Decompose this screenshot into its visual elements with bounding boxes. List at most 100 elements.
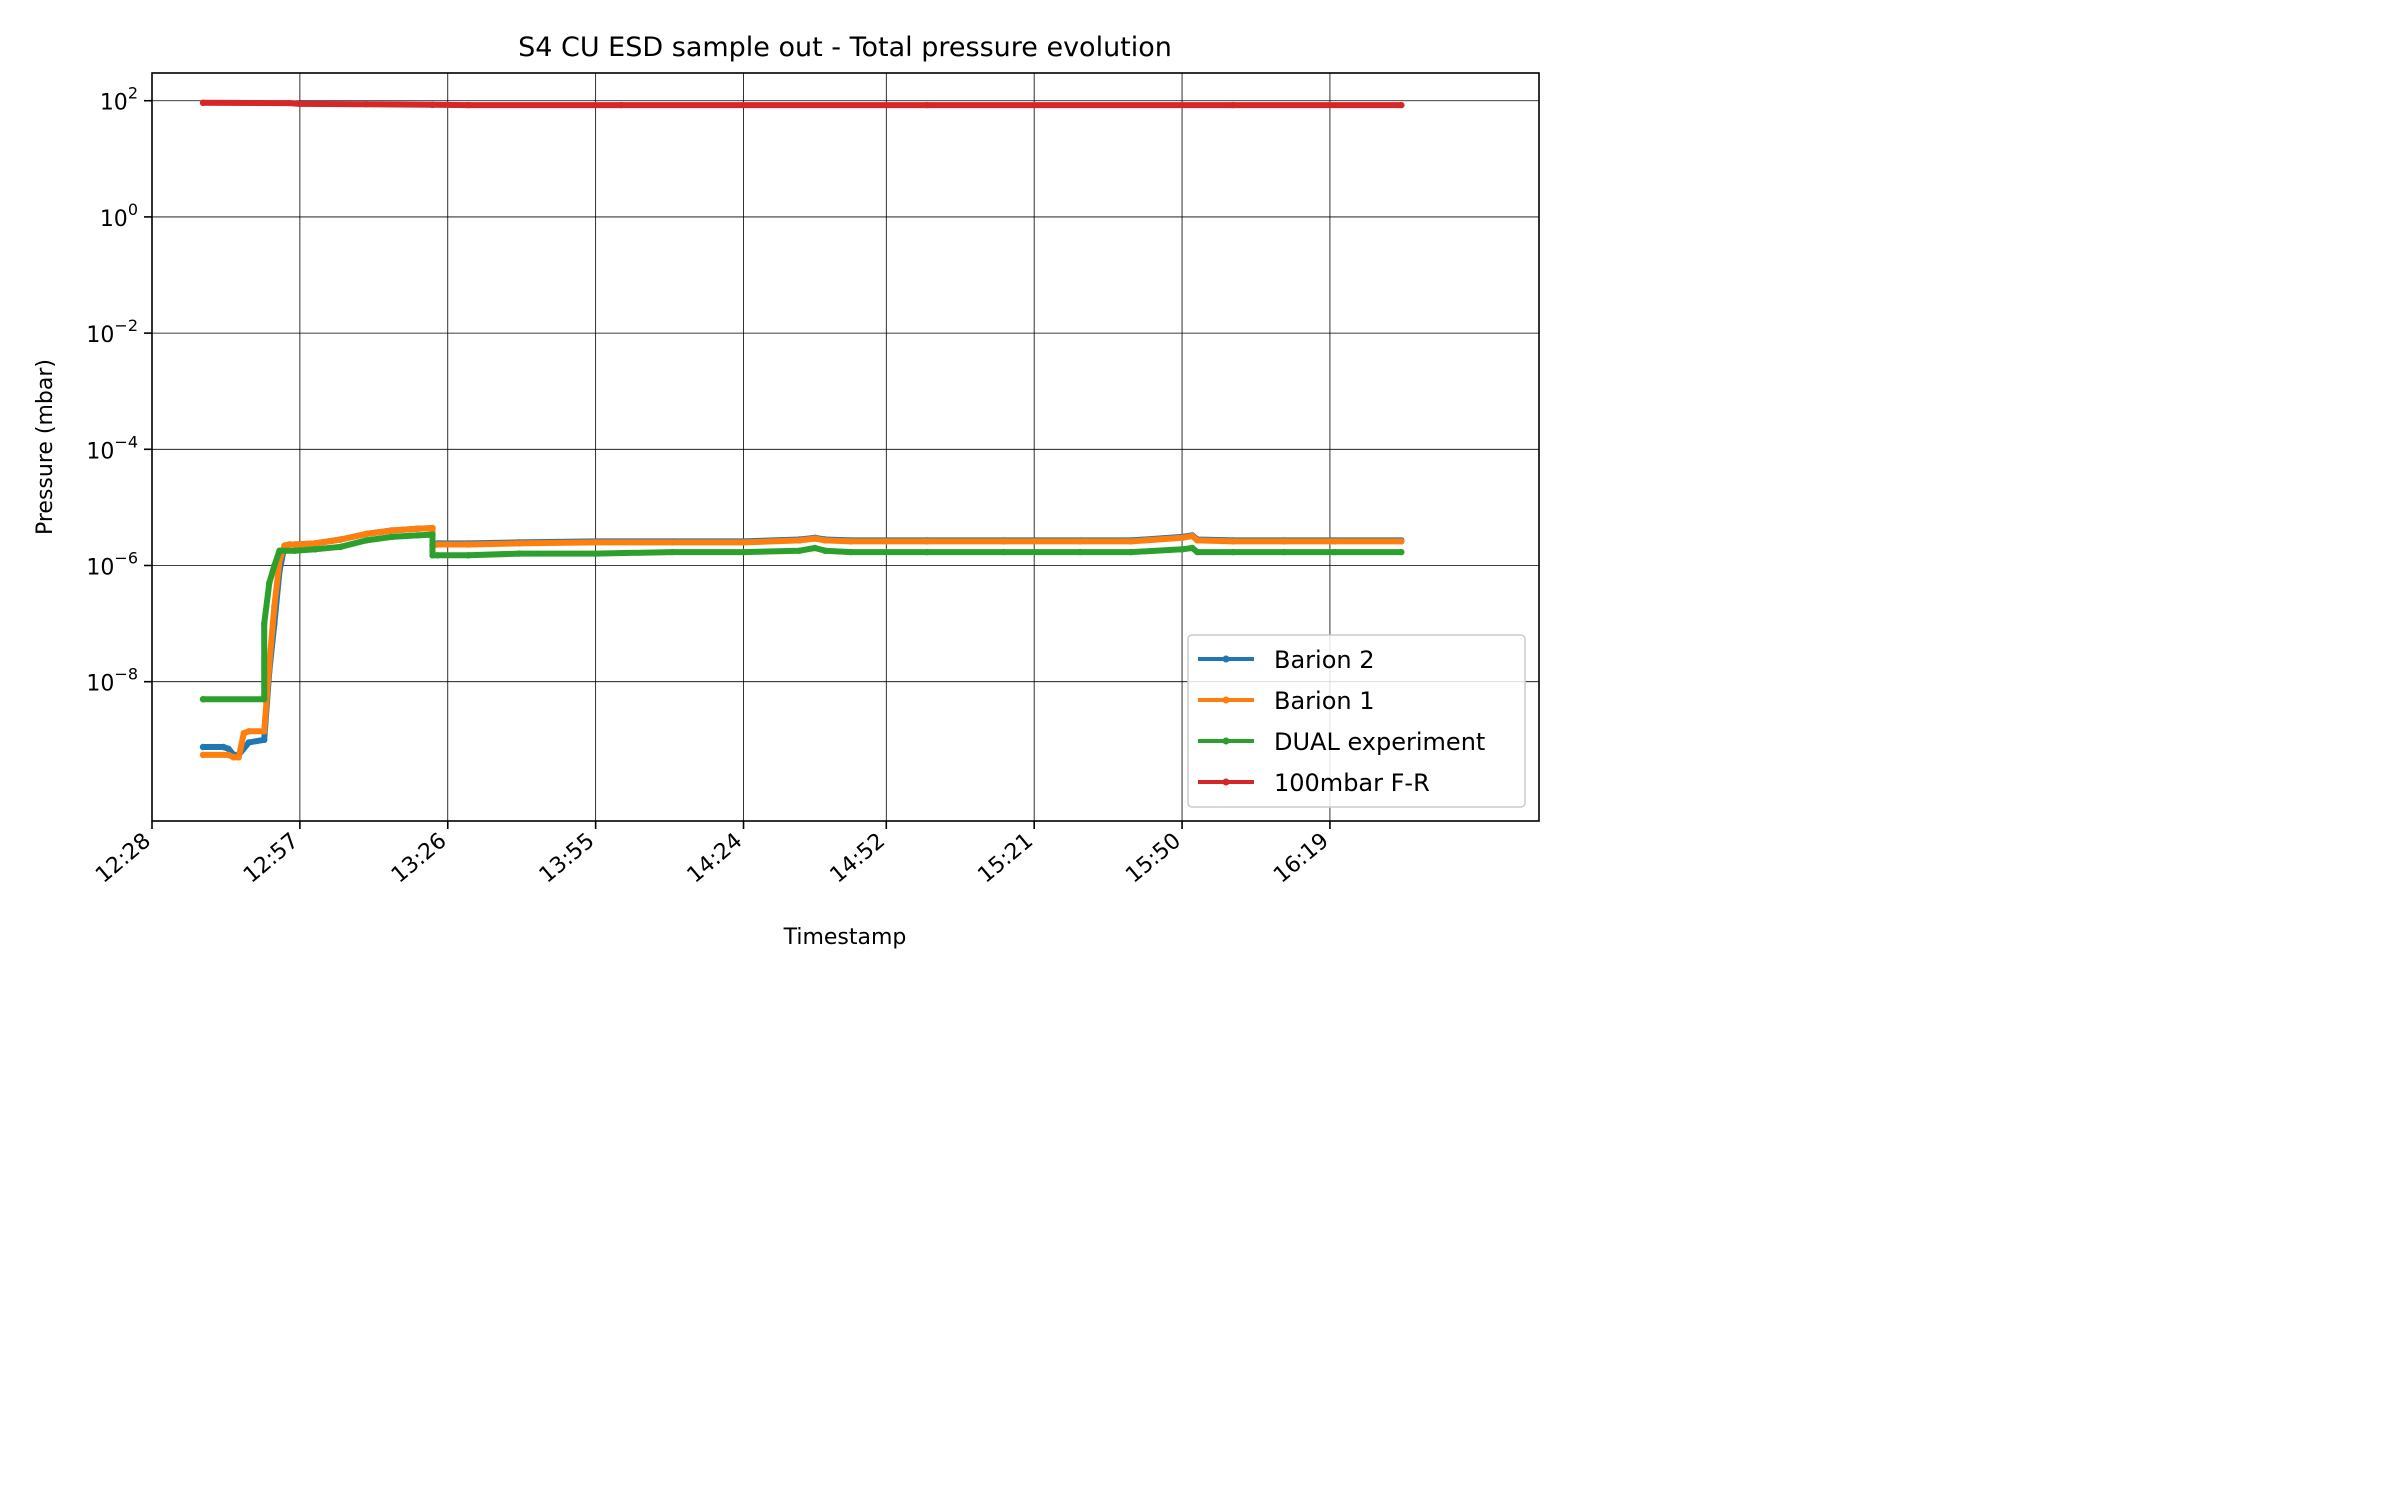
data-point xyxy=(230,754,237,761)
data-point xyxy=(1194,548,1201,556)
data-point xyxy=(1076,548,1084,556)
plot-series xyxy=(199,99,1405,761)
x-axis-label: Timestamp xyxy=(783,925,907,950)
data-point xyxy=(388,533,395,541)
data-point xyxy=(271,602,278,610)
data-point xyxy=(261,620,268,627)
data-point xyxy=(1229,538,1237,545)
data-point xyxy=(796,537,803,544)
grid xyxy=(152,73,1539,821)
legend: Barion 2 Barion 1 DUAL experiment 100mbar F… xyxy=(1187,634,1526,808)
legend-box xyxy=(1187,634,1526,808)
data-point xyxy=(1189,544,1196,552)
data-point xyxy=(199,751,207,759)
data-point xyxy=(465,541,472,548)
data-point xyxy=(363,101,370,108)
data-point xyxy=(434,552,441,559)
data-point xyxy=(312,546,319,553)
data-point xyxy=(388,527,395,534)
series-3 xyxy=(199,99,1405,109)
data-point xyxy=(1076,538,1084,545)
y-tick-exponent: 0 xyxy=(128,200,138,219)
data-point xyxy=(465,101,472,109)
data-point xyxy=(465,552,472,559)
legend-label: Barion 2 xyxy=(1274,646,1375,674)
data-point xyxy=(1127,548,1135,556)
data-point xyxy=(1178,546,1186,553)
legend-marker xyxy=(1222,655,1230,663)
y-axis-label: Pressure (mbar) xyxy=(33,359,58,535)
data-point xyxy=(740,548,747,556)
data-point xyxy=(811,544,819,552)
data-point xyxy=(1331,548,1339,556)
data-point xyxy=(434,541,441,548)
y-tick-label: 10−8 xyxy=(86,665,138,697)
data-point xyxy=(266,661,273,668)
data-point xyxy=(363,530,370,538)
data-point xyxy=(276,547,283,554)
series-1 xyxy=(199,524,1405,761)
legend-item: DUAL experiment xyxy=(1198,728,1485,756)
data-point xyxy=(1398,548,1405,556)
data-point xyxy=(923,101,931,109)
data-point xyxy=(312,540,319,547)
data-point xyxy=(1000,548,1007,556)
data-point xyxy=(1229,548,1237,556)
data-point xyxy=(923,548,931,556)
y-tick-base: 10 xyxy=(86,672,114,697)
y-tick-exponent: −8 xyxy=(114,665,138,684)
data-point xyxy=(617,101,625,109)
data-point xyxy=(668,539,676,546)
data-point xyxy=(261,696,268,703)
data-point xyxy=(1000,538,1007,545)
data-point xyxy=(1194,537,1201,544)
data-point xyxy=(291,547,298,554)
data-point xyxy=(515,550,523,557)
y-tick-exponent: 2 xyxy=(128,84,138,103)
data-point xyxy=(740,539,747,546)
legend-marker xyxy=(1222,737,1230,745)
legend-label: Barion 1 xyxy=(1274,687,1375,715)
y-tick-base: 10 xyxy=(86,439,114,464)
data-point xyxy=(592,550,599,557)
legend-label: 100mbar F-R xyxy=(1274,769,1430,797)
data-point xyxy=(286,99,293,107)
series-line xyxy=(200,99,1405,109)
data-point xyxy=(1189,532,1196,540)
y-tick-label: 10−2 xyxy=(86,316,138,348)
chart-canvas: S4 CU ESD sample out - Total pressure ev… xyxy=(0,0,1568,980)
data-point xyxy=(245,728,253,735)
data-point xyxy=(337,543,344,550)
y-tick-label: 10−4 xyxy=(86,432,138,464)
series-2 xyxy=(199,531,1405,703)
y-tick-label: 10−6 xyxy=(86,548,138,580)
data-point xyxy=(1178,534,1186,541)
data-point xyxy=(923,538,931,545)
y-tick-base: 10 xyxy=(100,91,128,116)
y-tick-exponent: −6 xyxy=(114,548,138,567)
data-point xyxy=(291,541,298,548)
data-point xyxy=(821,537,829,544)
data-point xyxy=(821,547,829,554)
figure-background xyxy=(0,0,1568,980)
data-point xyxy=(414,532,421,539)
data-point xyxy=(796,547,803,554)
data-point xyxy=(363,537,370,544)
data-point xyxy=(1280,548,1288,556)
data-point xyxy=(811,535,819,542)
data-point xyxy=(199,99,207,107)
data-point xyxy=(281,542,288,549)
y-tick-exponent: −4 xyxy=(114,432,138,451)
data-point xyxy=(245,739,253,746)
data-point xyxy=(261,736,268,743)
legend-label: DUAL experiment xyxy=(1274,728,1485,756)
data-point xyxy=(1229,101,1237,109)
legend-marker xyxy=(1222,778,1230,786)
data-point xyxy=(515,540,523,547)
data-point xyxy=(847,538,854,545)
plot-area-frame xyxy=(151,72,1540,822)
data-point xyxy=(414,525,421,532)
data-point xyxy=(592,539,599,546)
data-point xyxy=(337,536,344,543)
